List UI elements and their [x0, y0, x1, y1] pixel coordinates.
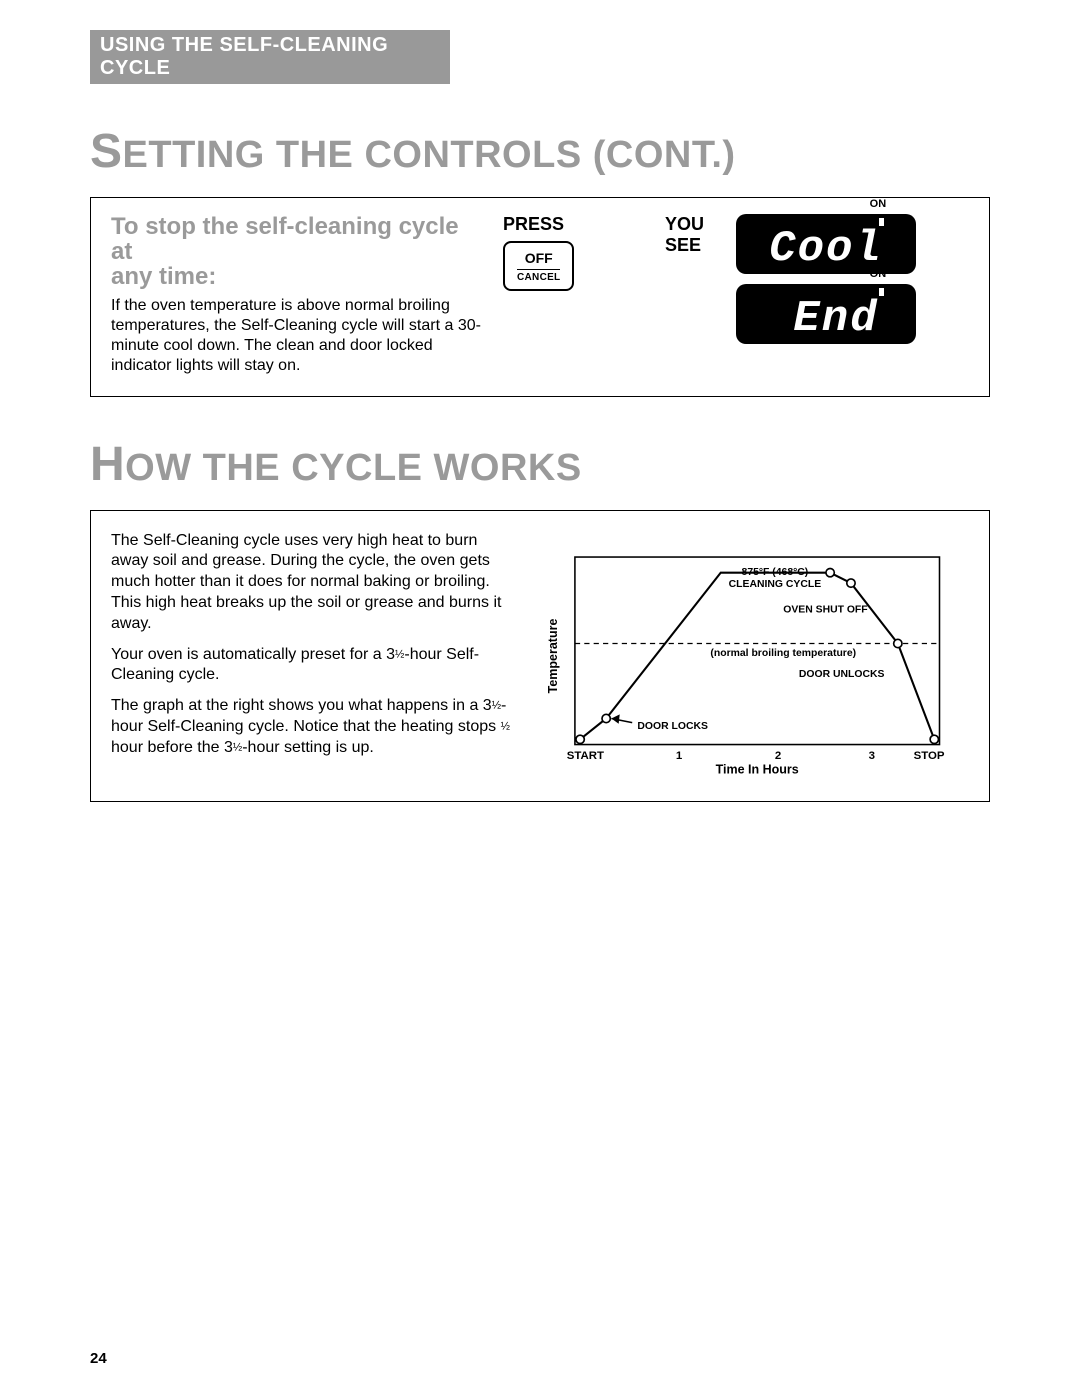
- p3c: hour before the 3: [111, 739, 233, 756]
- p2half: ½: [395, 648, 404, 660]
- press-label: PRESS: [503, 214, 643, 235]
- heading-setting-controls: SETTING THE CONTROLS (CONT.): [90, 124, 990, 179]
- stop-sub-line1: To stop the self-cleaning cycle at: [111, 213, 459, 265]
- cycle-text: The Self-Cleaning cycle uses very high h…: [111, 531, 511, 781]
- section-bar: USING THE SELF-CLEANING CYCLE: [90, 30, 450, 84]
- cycle-p2: Your oven is automatically preset for a …: [111, 645, 511, 687]
- on-indicator-1: ON: [870, 198, 887, 210]
- stop-sub-line2: any time:: [111, 263, 216, 290]
- cancel-label: CANCEL: [517, 269, 560, 283]
- page-number: 24: [90, 1350, 107, 1367]
- yousee-label: YOU SEE: [665, 214, 716, 256]
- svg-text:STOP: STOP: [914, 750, 945, 762]
- svg-text:Time In Hours: Time In Hours: [716, 762, 799, 776]
- p3h1: ½: [492, 699, 501, 711]
- svg-text:Cool: Cool: [769, 224, 883, 274]
- frame-stop-cycle: To stop the self-cleaning cycle at any t…: [90, 197, 990, 397]
- svg-text:2: 2: [775, 750, 781, 762]
- cycle-p3: The graph at the right shows you what ha…: [111, 696, 511, 758]
- heading-how-cycle-works: HOW THE CYCLE WORKS: [90, 437, 990, 492]
- svg-text:DOOR UNLOCKS: DOOR UNLOCKS: [799, 668, 885, 679]
- title1-rest: ETTING THE CONTROLS (CONT.): [123, 134, 736, 176]
- cycle-graph: Temperature START STOP 1 2 3 Time In Hours 875°…: [535, 531, 969, 781]
- svg-text:Temperature: Temperature: [546, 618, 560, 693]
- display-end: End: [736, 284, 916, 344]
- svg-text:875°F (468°C): 875°F (468°C): [742, 566, 809, 577]
- svg-text:End: End: [794, 294, 879, 344]
- display-cool: Cool: [736, 214, 916, 274]
- svg-text:3: 3: [869, 750, 875, 762]
- cycle-p1: The Self-Cleaning cycle uses very high h…: [111, 531, 511, 635]
- svg-text:CLEANING CYCLE: CLEANING CYCLE: [729, 579, 822, 590]
- frame-cycle-works: The Self-Cleaning cycle uses very high h…: [90, 510, 990, 802]
- title2-cap: H: [90, 438, 125, 491]
- svg-text:(normal broiling temperature): (normal broiling temperature): [710, 648, 856, 659]
- p2a: Your oven is automatically preset for a …: [111, 646, 395, 663]
- svg-text:DOOR LOCKS: DOOR LOCKS: [637, 720, 708, 731]
- p3a: The graph at the right shows you what ha…: [111, 697, 492, 714]
- stop-body: If the oven temperature is above normal …: [111, 296, 481, 376]
- stop-subtitle: To stop the self-cleaning cycle at any t…: [111, 214, 481, 290]
- p3d: -hour setting is up.: [242, 739, 374, 756]
- title2-rest: OW THE CYCLE WORKS: [125, 447, 582, 489]
- p3h2: ½: [501, 720, 510, 732]
- off-label: OFF: [517, 251, 560, 265]
- svg-text:1: 1: [676, 750, 683, 762]
- title1-cap: S: [90, 125, 123, 178]
- svg-text:OVEN SHUT OFF: OVEN SHUT OFF: [783, 604, 867, 615]
- on-indicator-2: ON: [870, 268, 887, 280]
- svg-text:START: START: [567, 750, 604, 762]
- p3h3: ½: [233, 741, 242, 753]
- off-cancel-button: OFF CANCEL: [503, 241, 574, 291]
